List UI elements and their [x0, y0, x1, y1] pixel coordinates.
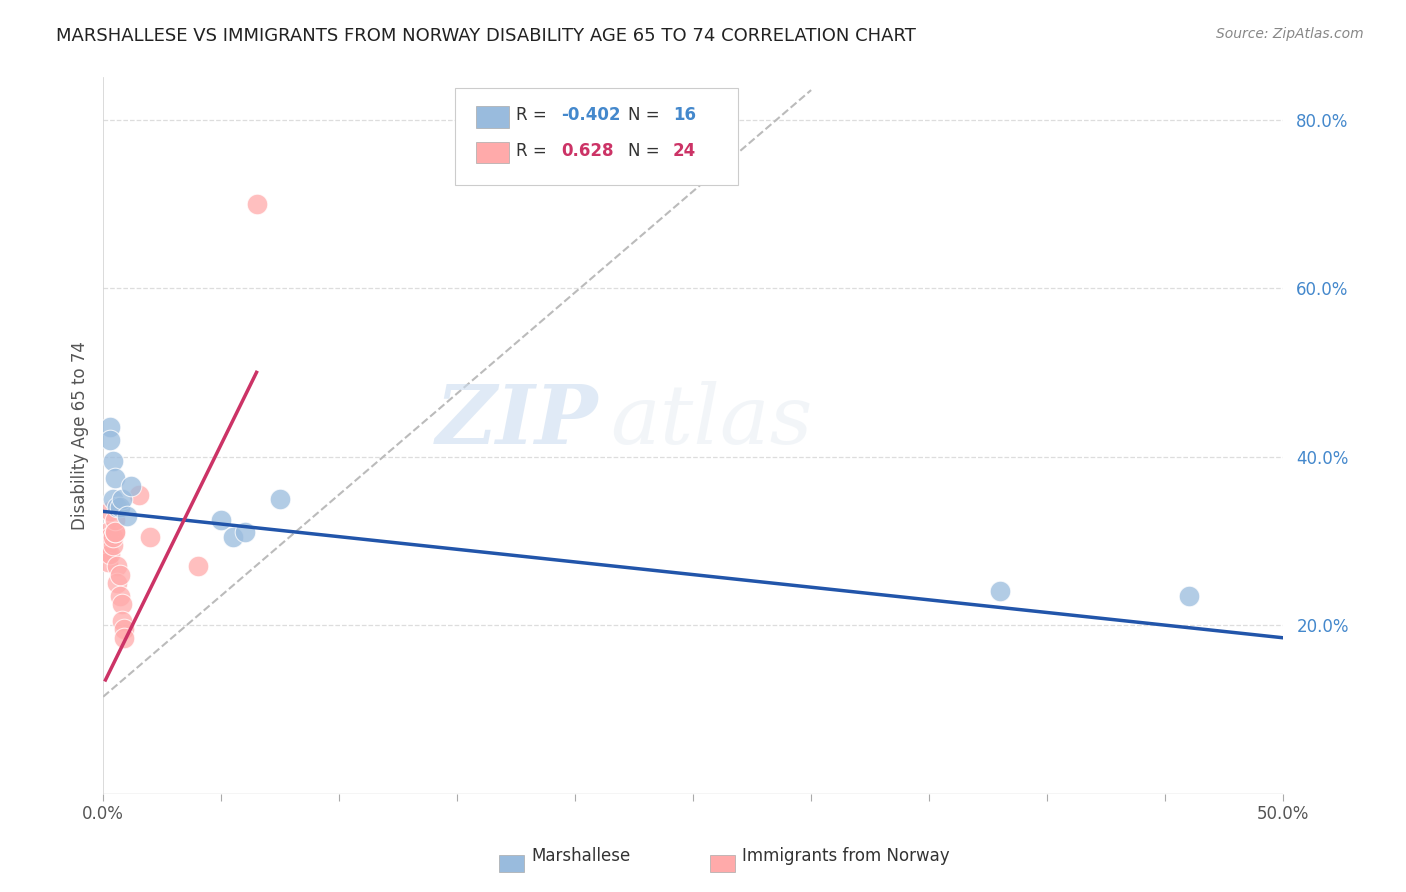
Y-axis label: Disability Age 65 to 74: Disability Age 65 to 74 — [72, 341, 89, 530]
Point — [104, 525, 127, 540]
Point — [186, 559, 208, 574]
Point — [98, 420, 121, 434]
Point — [108, 589, 131, 603]
Point — [209, 513, 232, 527]
Point — [97, 555, 120, 569]
Point — [98, 530, 121, 544]
Point — [101, 454, 124, 468]
Point — [97, 525, 120, 540]
FancyBboxPatch shape — [477, 106, 509, 128]
Point — [112, 623, 135, 637]
Point — [101, 491, 124, 506]
Text: R =: R = — [516, 142, 557, 161]
Point — [97, 538, 120, 552]
Text: atlas: atlas — [610, 381, 813, 461]
Point — [97, 547, 120, 561]
Point — [108, 567, 131, 582]
Point — [104, 471, 127, 485]
Point — [115, 508, 138, 523]
Point — [105, 500, 128, 515]
Text: R =: R = — [516, 106, 553, 124]
Point — [104, 513, 127, 527]
Point — [101, 530, 124, 544]
Point — [269, 491, 291, 506]
Point — [111, 491, 134, 506]
Text: 16: 16 — [673, 106, 696, 124]
Point — [139, 530, 162, 544]
Text: 0.628: 0.628 — [561, 142, 613, 161]
Point — [112, 631, 135, 645]
Point — [245, 197, 267, 211]
Point — [128, 487, 150, 501]
Point — [105, 559, 128, 574]
Text: Source: ZipAtlas.com: Source: ZipAtlas.com — [1216, 27, 1364, 41]
Point — [233, 525, 256, 540]
Point — [1177, 589, 1199, 603]
Text: N =: N = — [628, 142, 665, 161]
Point — [98, 433, 121, 447]
Point — [108, 500, 131, 515]
Point — [101, 538, 124, 552]
Text: 24: 24 — [673, 142, 696, 161]
Text: Immigrants from Norway: Immigrants from Norway — [742, 847, 950, 865]
FancyBboxPatch shape — [454, 88, 738, 185]
Point — [105, 576, 128, 591]
FancyBboxPatch shape — [477, 142, 509, 163]
Point — [104, 525, 127, 540]
Text: ZIP: ZIP — [436, 381, 599, 461]
Point — [98, 547, 121, 561]
Point — [222, 530, 245, 544]
Text: -0.402: -0.402 — [561, 106, 620, 124]
Text: Marshallese: Marshallese — [531, 847, 631, 865]
Point — [111, 597, 134, 611]
Text: MARSHALLESE VS IMMIGRANTS FROM NORWAY DISABILITY AGE 65 TO 74 CORRELATION CHART: MARSHALLESE VS IMMIGRANTS FROM NORWAY DI… — [56, 27, 917, 45]
Point — [988, 584, 1011, 599]
Text: N =: N = — [628, 106, 665, 124]
Point — [111, 614, 134, 628]
Point — [120, 479, 142, 493]
Point — [98, 504, 121, 518]
